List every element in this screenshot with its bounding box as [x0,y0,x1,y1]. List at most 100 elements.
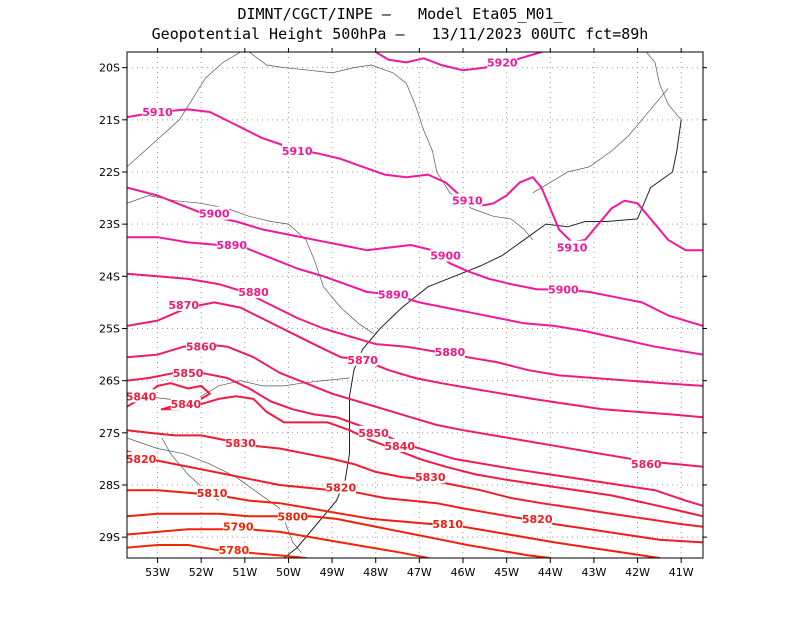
contour-5800 [127,512,552,558]
x-tick-label: 52W [189,566,214,579]
contour-label-bg [126,451,156,465]
contour-label: 5860 [631,458,662,471]
contour-label: 5910 [282,145,313,158]
contour-label-bg [186,339,217,353]
contour-label-bg [282,144,313,158]
contour-label-bg [238,284,269,298]
title-line-1: DIMNT/CGCT/INPE – Model Eta05_M01_ [237,5,563,23]
contour-label-bg [277,509,308,523]
contour-label: 5790 [223,521,254,534]
contour-labels: 5920 5910 5910 5910 5910 5900 5900 5900 5890 5890… [126,55,662,557]
contour-label-bg [170,397,201,411]
contour-label-bg [223,519,254,533]
y-tick-label: 25S [99,322,120,335]
contour-label-bg [378,287,409,301]
contour-label: 5850 [173,367,204,380]
state-border [127,377,350,402]
y-tick-label: 20S [99,62,120,75]
height-contours [127,52,703,558]
x-tick-label: 51W [232,566,257,579]
contour-label: 5820 [326,482,357,495]
contour-label-bg [216,238,247,252]
contour-label-bg [432,517,463,531]
contour-label-bg [384,438,415,452]
contour-label: 5910 [142,106,173,119]
contour-label: 5910 [557,242,588,255]
contour-5910 [127,108,703,252]
contour-label: 5810 [432,518,463,531]
contour-label: 5840 [171,398,202,411]
contour-label-bg [631,457,662,471]
contour-5790 [127,528,430,558]
x-tick-label: 41W [669,566,694,579]
contour-label: 5850 [358,427,389,440]
contour-label-bg [347,352,378,366]
contour-label: 5830 [225,437,256,450]
x-tick-label: 53W [145,566,170,579]
x-tick-label: 45W [494,566,519,579]
contour-label-bg [487,55,518,69]
contour-label: 5890 [378,289,409,302]
contour-label: 5810 [197,487,228,500]
y-tick-label: 26S [99,375,120,388]
contour-label: 5780 [219,544,250,557]
y-tick-label: 28S [99,479,120,492]
y-tick-label: 23S [99,218,120,231]
contour-5780 [127,544,307,558]
contour-label-bg [173,365,204,379]
contour-label: 5830 [415,471,446,484]
contour-label-bg [225,436,256,450]
contour-label: 5840 [384,440,415,453]
title-line-2: Geopotential Height 500hPa – 13/11/2023 … [151,25,649,43]
contour-label-bg [218,543,249,557]
contour-5900 [127,186,703,327]
contour-label: 5870 [168,299,199,312]
y-tick-label: 22S [99,166,120,179]
x-tick-label: 42W [625,566,650,579]
contour-5880 [127,272,703,387]
x-tick-label: 43W [581,566,606,579]
contour-label-bg [142,104,173,118]
y-tick-label: 29S [99,531,120,544]
contour-label: 5820 [126,453,157,466]
contour-label: 5900 [199,208,230,221]
contour-label: 5900 [548,283,579,296]
contour-label-bg [358,425,389,439]
y-tick-label: 21S [99,114,120,127]
contour-label-bg [430,248,461,262]
axis-ticks: 53W 52W 51W 50W 49W 48W 47W 46W 45W 44W 43W 42W 41W 2… [99,48,707,579]
contour-label-bg [452,193,483,207]
contour-label: 5800 [278,510,309,523]
contour-label: 5910 [452,195,483,208]
contour-label-bg [557,240,588,254]
contour-5820 [127,450,703,544]
contour-5870 [127,301,703,419]
coastline [283,119,682,558]
x-tick-label: 50W [276,566,301,579]
contour-label: 5820 [522,513,553,526]
grid-lines [127,52,703,558]
state-border [532,88,669,194]
y-tick-label: 24S [99,270,120,283]
contour-label-bg [415,470,446,484]
contour-label-bg [434,344,465,358]
contour-label-bg [197,485,228,499]
contour-label-bg [168,298,199,311]
contour-label: 5840 [126,390,157,403]
contour-label-bg [199,206,230,220]
x-tick-label: 44W [538,566,563,579]
state-border [248,52,407,84]
contour-label-bg [325,480,356,494]
state-border [127,195,374,334]
contour-label: 5900 [430,249,461,262]
contour-5890 [127,236,703,356]
x-tick-label: 48W [363,566,388,579]
x-tick-label: 47W [407,566,432,579]
contour-5830 [127,429,703,528]
contour-5860 [127,343,703,468]
contour-label: 5860 [186,341,217,354]
plot-frame [126,51,704,559]
state-border [646,52,682,121]
x-tick-label: 49W [320,566,345,579]
